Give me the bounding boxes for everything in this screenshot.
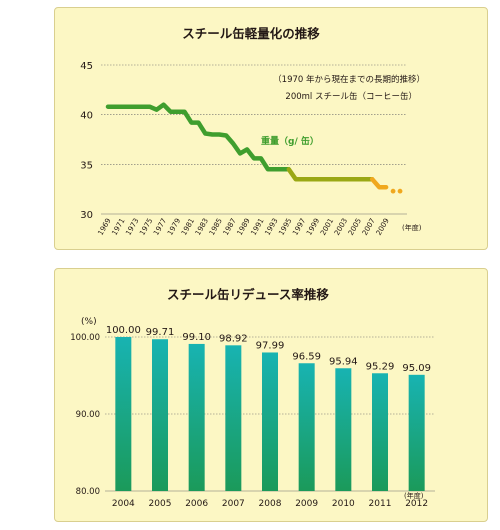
annotation-line-2: 200ml スチール缶（コーヒー缶）	[285, 91, 417, 102]
y-tick-label: 45	[80, 61, 93, 72]
y-tick-label: 80.00	[76, 487, 100, 497]
x-unit-label: (年度)	[402, 223, 422, 232]
bar	[335, 368, 352, 491]
x-tick-label: 2001	[318, 217, 335, 237]
bar-value-label: 95.09	[402, 363, 431, 374]
weight-chart-panel: スチール缶軽量化の推移 （1970 年から現在までの長期的推移） 200ml ス…	[54, 7, 488, 250]
bar-value-label: 97.99	[256, 340, 285, 351]
bar	[225, 345, 242, 491]
bar-value-label: 95.94	[329, 356, 358, 367]
x-tick-label: 2005	[346, 217, 363, 237]
x-tick-label: 1973	[124, 217, 141, 237]
bar	[188, 343, 205, 491]
x-tick-label: 2006	[185, 499, 208, 509]
y-tick-label: 30	[80, 210, 93, 221]
bar	[298, 363, 315, 491]
x-tick-label: 2007	[360, 217, 377, 237]
x-tick-label: 1983	[193, 217, 210, 237]
x-tick-label: 2009	[374, 216, 391, 237]
bar	[152, 339, 168, 491]
weight-point-dot	[397, 188, 403, 194]
x-tick-label: 1975	[137, 217, 154, 237]
bar	[262, 352, 278, 491]
series-label: 重量（g/ 缶）	[261, 135, 319, 147]
x-tick-label: 2011	[369, 499, 392, 509]
weight-line-early	[105, 102, 292, 172]
weight-point-dot	[390, 188, 396, 194]
reduce-rate-bar-chart: スチール缶リデュース率推移 (%) (年度) 100.0090.0080.00 …	[70, 287, 435, 509]
x-tick-label: 2004	[112, 499, 135, 509]
weight-line-recent	[369, 176, 389, 190]
x-tick-label: 2010	[332, 499, 355, 509]
x-tick-label: 2003	[332, 217, 349, 237]
bar-value-label: 99.10	[182, 332, 211, 343]
x-tick-label: 1981	[179, 217, 196, 237]
chart-title: スチール缶リデュース率推移	[167, 287, 329, 302]
y-tick-label: 40	[80, 111, 93, 122]
bar-value-label: 99.71	[146, 327, 175, 338]
x-tick-label: 1985	[207, 217, 224, 237]
y-unit-label: (%)	[81, 317, 97, 327]
x-tick-label: 1995	[277, 217, 294, 237]
annotation-line-1: （1970 年から現在までの長期的推移）	[273, 74, 425, 85]
x-tick-label: 1991	[249, 217, 266, 237]
x-tick-label: 1971	[110, 217, 127, 237]
x-tick-label: 1977	[151, 217, 168, 237]
y-tick-label: 35	[80, 160, 93, 171]
x-tick-label: 1993	[263, 217, 280, 237]
reduce-rate-chart-panel: スチール缶リデュース率推移 (%) (年度) 100.00 90.00 80.00 …	[54, 268, 488, 522]
bar-value-label: 100.00	[106, 325, 141, 336]
x-tick-label: 1987	[221, 217, 238, 237]
x-tick-label: 2008	[259, 499, 282, 509]
weight-line-chart: スチール缶軽量化の推移 （1970 年から現在までの長期的推移） 200ml ス…	[80, 26, 425, 237]
y-tick-label: 100.00	[70, 333, 100, 343]
x-tick-label: 2009	[295, 499, 318, 509]
x-unit-label: (年度)	[404, 491, 424, 500]
x-tick-label: 2007	[222, 499, 245, 509]
bar	[115, 337, 132, 491]
x-tick-label: 2012	[405, 499, 428, 509]
bar	[408, 374, 425, 491]
bar	[372, 373, 388, 491]
chart-title: スチール缶軽量化の推移	[182, 26, 320, 41]
bar-value-label: 95.29	[366, 361, 395, 372]
x-tick-label: 1997	[290, 217, 307, 237]
bar-value-label: 96.59	[292, 351, 321, 362]
x-tick-label: 2005	[149, 499, 172, 509]
y-tick-label: 90.00	[76, 410, 100, 420]
weight-line-mid	[286, 167, 375, 182]
bar-value-label: 98.92	[219, 333, 248, 344]
